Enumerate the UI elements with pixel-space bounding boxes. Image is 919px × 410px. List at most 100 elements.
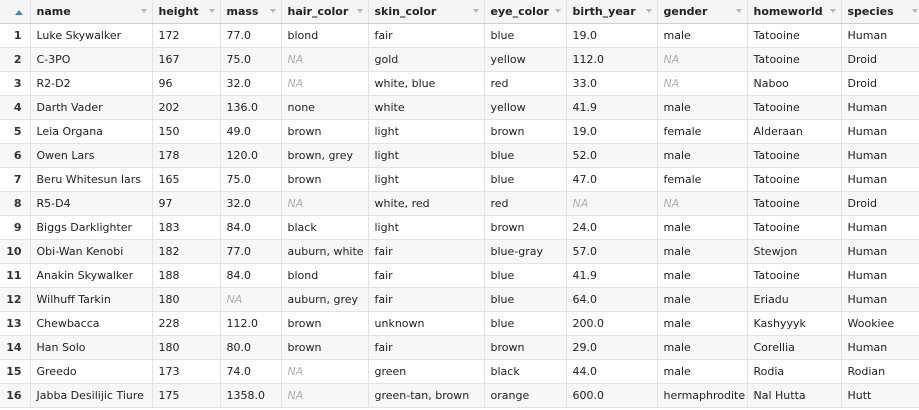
cell-height: 167 <box>152 47 221 72</box>
row-number: 12 <box>0 287 31 312</box>
cell-gender: male <box>657 23 748 48</box>
cell-species: Human <box>841 119 919 144</box>
column-header-birth-year[interactable]: birth_year <box>566 0 658 24</box>
cell-species: Human <box>841 263 919 288</box>
cell-gender: hermaphrodite <box>657 383 748 408</box>
cell-height: 182 <box>152 239 221 264</box>
column-header-label: hair_color <box>287 5 349 18</box>
cell-eye-color: brown <box>484 119 567 144</box>
cell-height: 180 <box>152 335 221 360</box>
cell-skin-color: gold <box>368 47 485 72</box>
row-number: 1 <box>0 23 31 48</box>
cell-birth-year: 44.0 <box>566 359 658 384</box>
table-row[interactable]: 8 R5-D4 97 32.0 NA white, red red NA NA Tatooine D… <box>0 191 919 216</box>
column-header-mass[interactable]: mass <box>220 0 282 24</box>
cell-eye-color: blue <box>484 143 567 168</box>
cell-homeworld: Tatooine <box>747 143 842 168</box>
cell-eye-color: brown <box>484 335 567 360</box>
table-row[interactable]: 10 Obi-Wan Kenobi 182 77.0 auburn, white fair… <box>0 239 919 264</box>
cell-mass: 32.0 <box>220 191 282 216</box>
table-row[interactable]: 14 Han Solo 180 80.0 brown fair brown 29.0 male C… <box>0 335 919 360</box>
table-row[interactable]: 13 Chewbacca 228 112.0 brown unknown blue 200.0… <box>0 311 919 336</box>
cell-birth-year: 24.0 <box>566 215 658 240</box>
cell-birth-year: 19.0 <box>566 119 658 144</box>
cell-eye-color: blue <box>484 287 567 312</box>
cell-skin-color: light <box>368 167 485 192</box>
column-header-eye-color[interactable]: eye_color <box>484 0 567 24</box>
table-row[interactable]: 11 Anakin Skywalker 188 84.0 blond fair blue 41… <box>0 263 919 288</box>
column-header-gender[interactable]: gender <box>657 0 748 24</box>
cell-name: C-3PO <box>30 47 153 72</box>
cell-skin-color: fair <box>368 239 485 264</box>
cell-gender: male <box>657 311 748 336</box>
cell-homeworld: Kashyyyk <box>747 311 842 336</box>
column-filter-icon[interactable] <box>208 9 215 13</box>
cell-mass: 75.0 <box>220 47 282 72</box>
cell-mass: 32.0 <box>220 71 282 96</box>
cell-species: Human <box>841 143 919 168</box>
table-row[interactable]: 9 Biggs Darklighter 183 84.0 black light brown… <box>0 215 919 240</box>
column-header-name[interactable]: name <box>30 0 153 24</box>
cell-hair-color: NA <box>281 71 369 96</box>
cell-name: Obi-Wan Kenobi <box>30 239 153 264</box>
row-number: 9 <box>0 215 31 240</box>
row-number: 8 <box>0 191 31 216</box>
column-filter-icon[interactable] <box>140 9 147 13</box>
table-row[interactable]: 2 C-3PO 167 75.0 NA gold yellow 112.0 NA Tatooine… <box>0 47 919 72</box>
cell-mass: 84.0 <box>220 263 282 288</box>
cell-hair-color: none <box>281 95 369 120</box>
cell-mass: 74.0 <box>220 359 282 384</box>
column-filter-icon[interactable] <box>645 9 652 13</box>
cell-eye-color: orange <box>484 383 567 408</box>
table-row[interactable]: 4 Darth Vader 202 136.0 none white yellow 41.9 m… <box>0 95 919 120</box>
rownum-header[interactable] <box>0 0 31 24</box>
cell-height: 188 <box>152 263 221 288</box>
table-row[interactable]: 15 Greedo 173 74.0 NA green black 44.0 male Rodia… <box>0 359 919 384</box>
row-number: 13 <box>0 311 31 336</box>
table-row[interactable]: 5 Leia Organa 150 49.0 brown light brown 19.0 fe… <box>0 119 919 144</box>
column-header-hair-color[interactable]: hair_color <box>281 0 369 24</box>
cell-gender: male <box>657 263 748 288</box>
column-header-species[interactable]: species <box>841 0 919 24</box>
sort-ascending-icon[interactable] <box>15 9 23 15</box>
cell-skin-color: light <box>368 119 485 144</box>
cell-eye-color: blue-gray <box>484 239 567 264</box>
column-header-label: eye_color <box>490 5 549 18</box>
row-number: 7 <box>0 167 31 192</box>
column-filter-icon[interactable] <box>356 9 363 13</box>
column-header-homeworld[interactable]: homeworld <box>747 0 842 24</box>
cell-mass: 75.0 <box>220 167 282 192</box>
cell-height: 183 <box>152 215 221 240</box>
column-filter-icon[interactable] <box>269 9 276 13</box>
row-number: 14 <box>0 335 31 360</box>
table-row[interactable]: 16 Jabba Desilijic Tiure 175 1358.0 NA green-… <box>0 383 919 408</box>
cell-skin-color: light <box>368 143 485 168</box>
column-filter-icon[interactable] <box>554 9 561 13</box>
cell-name: Beru Whitesun lars <box>30 167 153 192</box>
table-row[interactable]: 12 Wilhuff Tarkin 180 NA auburn, grey fair blu… <box>0 287 919 312</box>
column-header-label: gender <box>663 5 708 18</box>
table-row[interactable]: 1 Luke Skywalker 172 77.0 blond fair blue 19.0 m… <box>0 23 919 48</box>
cell-hair-color: blond <box>281 263 369 288</box>
cell-height: 172 <box>152 23 221 48</box>
cell-hair-color: brown, grey <box>281 143 369 168</box>
column-filter-icon[interactable] <box>911 9 918 13</box>
cell-species: Human <box>841 95 919 120</box>
column-header-skin-color[interactable]: skin_color <box>368 0 485 24</box>
table-row[interactable]: 7 Beru Whitesun lars 165 75.0 brown light blue… <box>0 167 919 192</box>
cell-birth-year: 29.0 <box>566 335 658 360</box>
column-filter-icon[interactable] <box>735 9 742 13</box>
table-row[interactable]: 6 Owen Lars 178 120.0 brown, grey light blue 52… <box>0 143 919 168</box>
column-header-label: species <box>847 5 894 18</box>
cell-gender: female <box>657 119 748 144</box>
cell-height: 228 <box>152 311 221 336</box>
cell-species: Droid <box>841 47 919 72</box>
table-row[interactable]: 3 R2-D2 96 32.0 NA white, blue red 33.0 NA Naboo D… <box>0 71 919 96</box>
column-header-height[interactable]: height <box>152 0 221 24</box>
column-filter-icon[interactable] <box>829 9 836 13</box>
cell-gender: NA <box>657 191 748 216</box>
cell-skin-color: white <box>368 95 485 120</box>
row-number: 16 <box>0 383 31 408</box>
column-filter-icon[interactable] <box>472 9 479 13</box>
